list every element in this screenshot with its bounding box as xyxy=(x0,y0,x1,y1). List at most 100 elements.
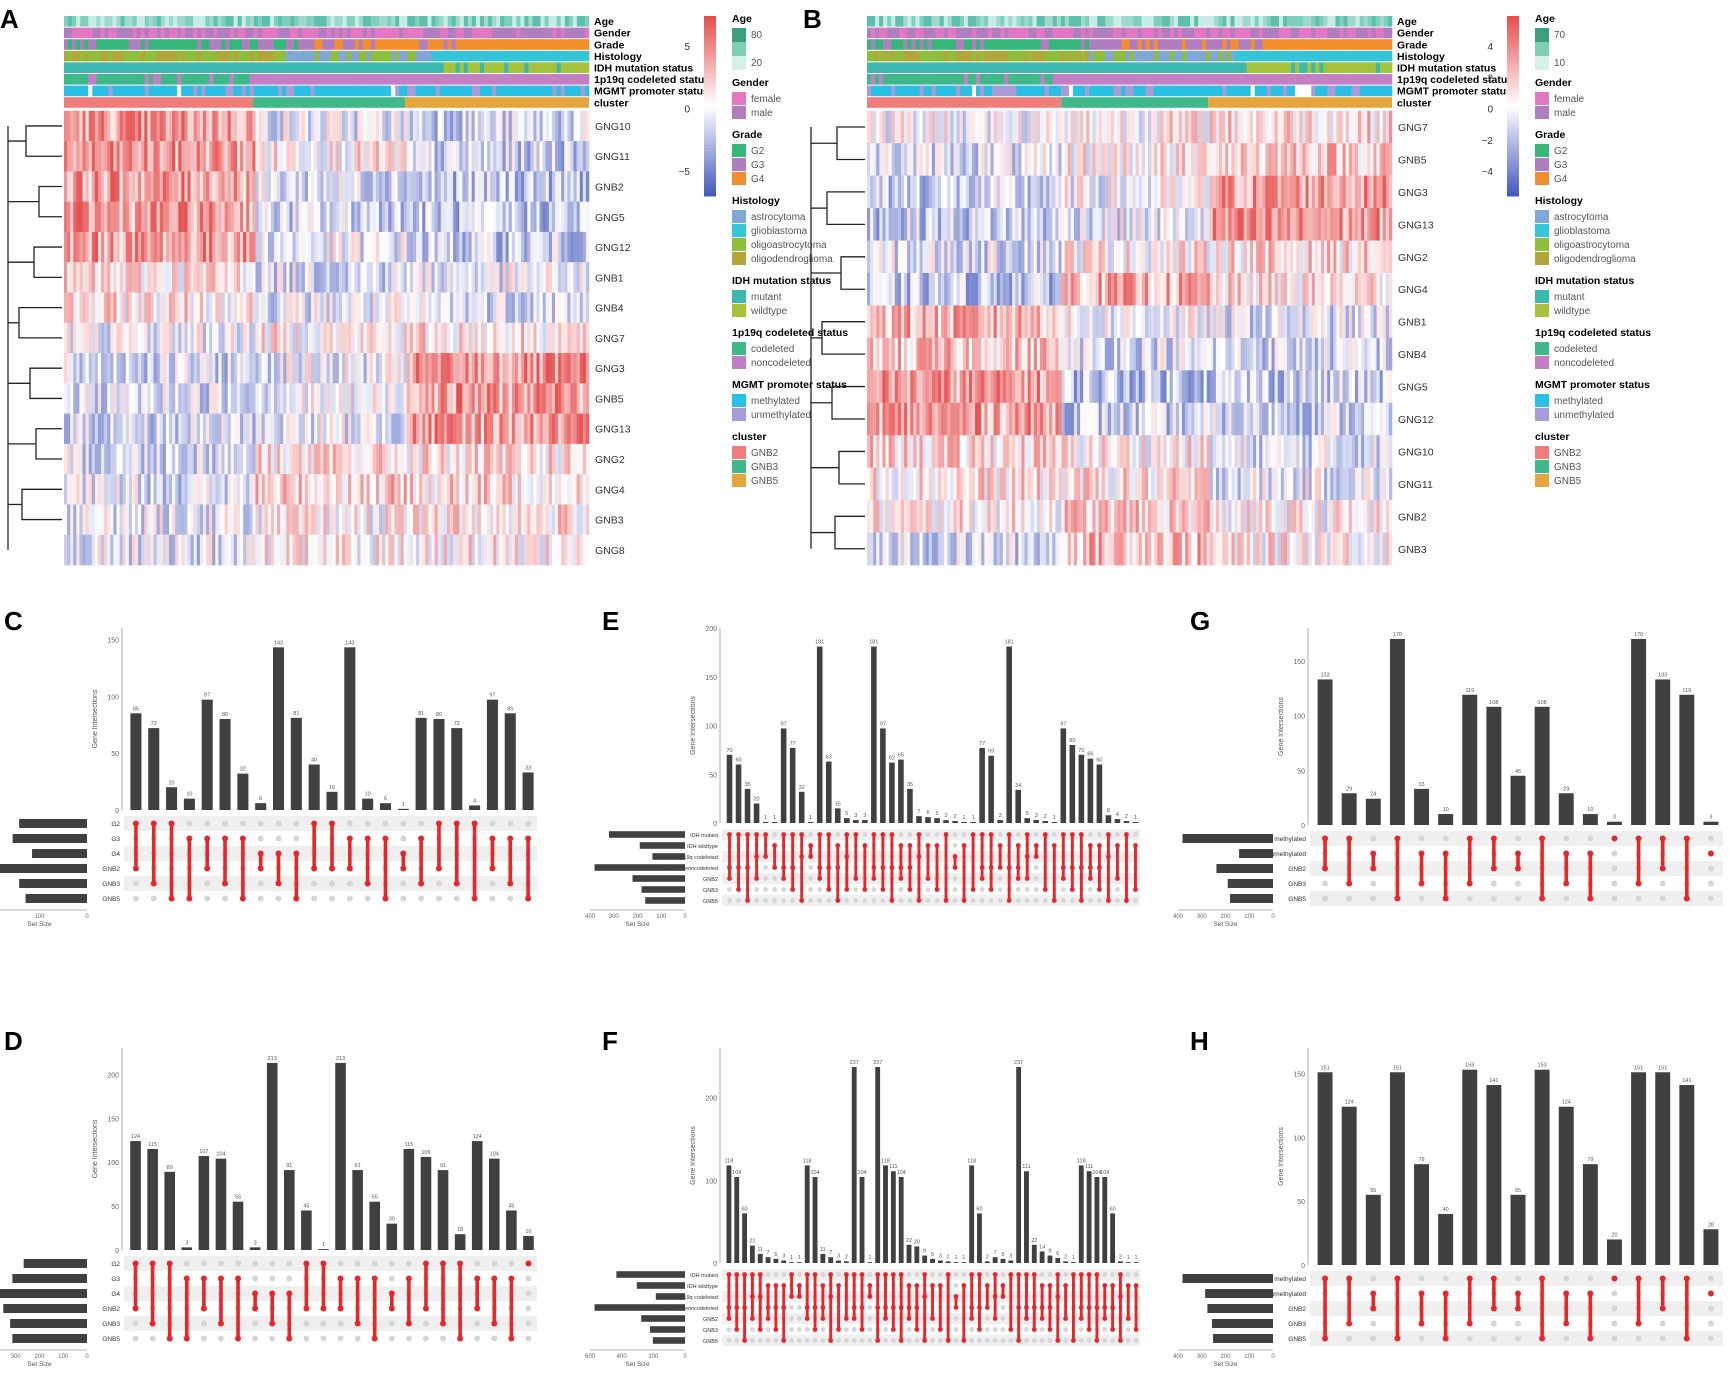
heatmap-cell xyxy=(314,504,318,536)
heatmap-cell xyxy=(172,292,176,324)
annotation-cell xyxy=(887,16,892,27)
heatmap-cell xyxy=(128,443,133,475)
heatmap-cell xyxy=(406,262,411,293)
heatmap-cell xyxy=(499,322,503,354)
heatmap-cell xyxy=(462,353,466,384)
heatmap-cell xyxy=(409,413,414,445)
annotation-cell xyxy=(68,16,73,27)
heatmap-cell xyxy=(88,322,93,354)
heatmap-cell xyxy=(357,141,361,172)
annotation-cell xyxy=(1177,16,1183,27)
heatmap-cell xyxy=(326,231,330,263)
heatmap-cell xyxy=(252,474,256,505)
heatmap-cell xyxy=(379,353,383,384)
heatmap-cell xyxy=(375,262,380,293)
annotation-cell xyxy=(108,85,113,97)
heatmap-cell xyxy=(184,474,188,505)
annotation-cell xyxy=(980,39,985,50)
heatmap-cell xyxy=(258,353,262,384)
heatmap-cell xyxy=(169,474,173,505)
color-scale-step xyxy=(704,166,716,170)
annotation-cell xyxy=(124,85,129,97)
annotation-cell xyxy=(1323,39,1328,50)
annotation-cell xyxy=(1242,27,1247,39)
annotation-cell xyxy=(1315,74,1320,85)
annotation-cell xyxy=(927,62,932,73)
heatmap-cell xyxy=(193,413,198,445)
heatmap-cell xyxy=(76,383,80,414)
heatmap-cell xyxy=(514,474,519,505)
heatmap-cell xyxy=(274,262,278,293)
annotation-cell xyxy=(76,39,81,50)
heatmap-cell xyxy=(82,383,86,414)
annotation-cell xyxy=(1097,27,1102,39)
heatmap-cell xyxy=(131,262,136,293)
annotation-cell xyxy=(148,62,154,73)
heatmap-cell xyxy=(128,141,133,172)
annotation-cell xyxy=(1303,62,1308,73)
heatmap-cell xyxy=(443,474,448,505)
annotation-cell xyxy=(1044,62,1050,73)
heatmap-cell xyxy=(1228,110,1232,144)
heatmap-cell xyxy=(128,383,133,414)
heatmap-cell xyxy=(73,231,77,263)
heatmap-cell xyxy=(172,141,176,172)
heatmap-cell xyxy=(511,171,516,202)
annotation-cell xyxy=(911,85,916,97)
heatmap-cell xyxy=(107,443,111,475)
color-scale-step xyxy=(704,58,716,62)
heatmap-cell xyxy=(382,171,386,202)
annotation-cell xyxy=(209,50,214,62)
heatmap-cell xyxy=(159,353,164,384)
heatmap-cell xyxy=(450,413,454,445)
heatmap-cell xyxy=(514,231,519,263)
annotation-cell xyxy=(1145,50,1150,62)
heatmap-cell xyxy=(286,504,290,536)
heatmap-cell xyxy=(1052,175,1056,209)
heatmap-cell xyxy=(332,201,337,233)
heatmap-cell xyxy=(536,201,540,233)
annotation-cell xyxy=(1327,16,1332,27)
heatmap-cell xyxy=(375,322,380,354)
annotation-cell xyxy=(1359,74,1365,85)
annotation-cell xyxy=(532,16,537,27)
heatmap-cell xyxy=(193,383,198,414)
heatmap-cell xyxy=(122,110,127,142)
annotation-cell xyxy=(484,50,489,62)
heatmap-cell xyxy=(480,413,485,445)
heatmap-cell xyxy=(419,110,423,142)
heatmap-cell xyxy=(582,504,587,536)
heatmap-cell xyxy=(990,175,994,209)
annotation-cell xyxy=(1177,74,1183,85)
heatmap-cell xyxy=(104,353,108,384)
heatmap-cell xyxy=(116,534,120,566)
heatmap-cell xyxy=(360,353,364,384)
color-scale-step xyxy=(704,88,716,92)
annotation-cell xyxy=(209,39,214,50)
annotation-cell xyxy=(512,74,517,85)
annotation-cell xyxy=(915,50,920,62)
heatmap-cell xyxy=(585,413,590,445)
heatmap-cell xyxy=(240,504,244,536)
color-scale-step xyxy=(704,163,716,167)
annotation-cell xyxy=(164,50,170,62)
heatmap-cell xyxy=(314,413,318,445)
annotation-cell xyxy=(330,62,335,73)
annotation-cell xyxy=(947,74,953,85)
annotation-cell xyxy=(520,62,525,73)
heatmap-cell xyxy=(453,504,457,536)
heatmap-cell xyxy=(530,504,534,536)
heatmap-cell xyxy=(249,443,253,475)
annotation-cell xyxy=(915,85,920,97)
annotation-cell xyxy=(282,39,287,50)
heatmap-cell xyxy=(156,322,161,354)
annotation-cell xyxy=(1287,50,1292,62)
annotation-cell xyxy=(278,85,283,97)
heatmap-cell xyxy=(264,292,269,324)
annotation-cell xyxy=(302,50,307,62)
heatmap-cell xyxy=(357,413,361,445)
heatmap-cell xyxy=(409,322,414,354)
heatmap-cell xyxy=(1320,143,1325,176)
heatmap-cell xyxy=(153,353,157,384)
annotation-cell xyxy=(1371,16,1377,27)
